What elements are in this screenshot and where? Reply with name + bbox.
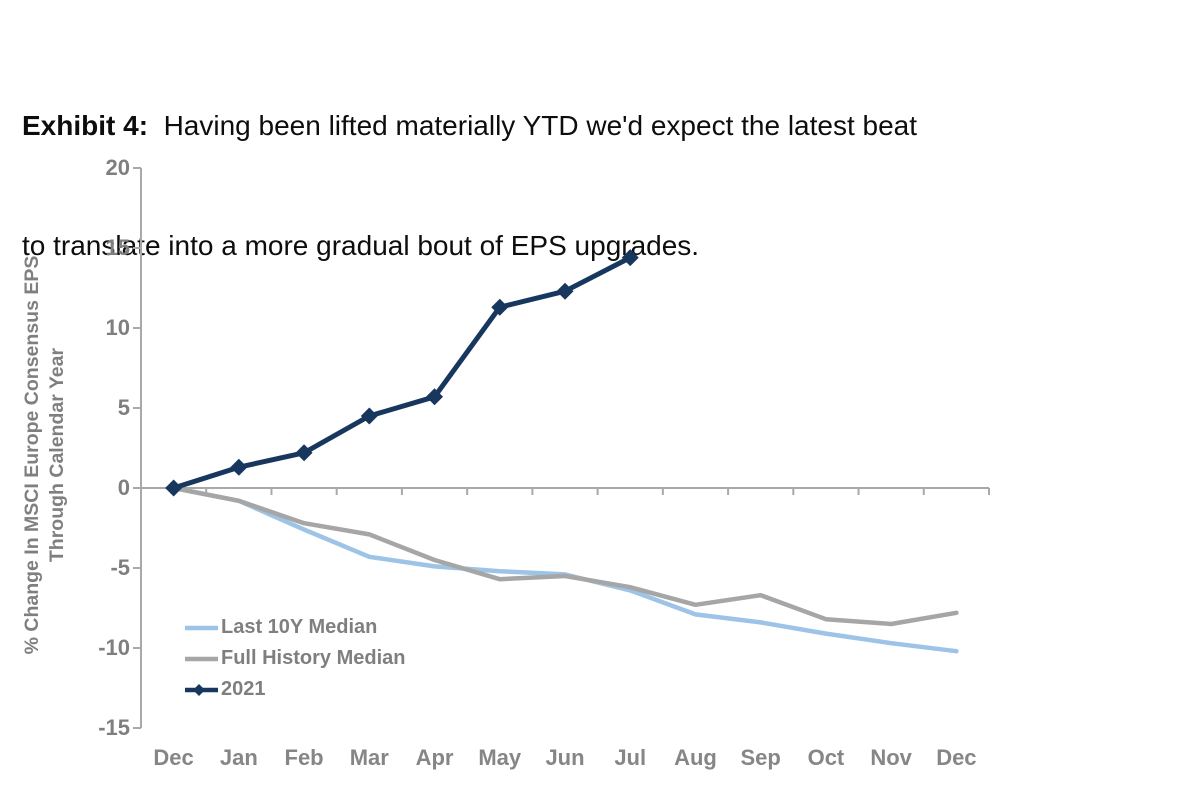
legend-label: 2021 [221,678,266,700]
exhibit-title: Exhibit 4: Having been lifted materially… [22,26,1187,346]
diamond-marker [230,458,248,476]
x-tick-label: Sep [740,745,781,770]
x-tick-label: Jun [545,745,585,770]
legend-item-2021: 2021 [185,674,405,705]
y-tick-label: -5 [110,555,130,580]
y-tick-label: 15 [105,235,130,260]
x-tick-label: Aug [674,745,717,770]
y-tick-label: 5 [117,395,130,420]
x-tick-label: Dec [153,745,194,770]
legend-item-full-history-median: Full History Median [185,643,405,674]
x-tick-label: Dec [936,745,977,770]
diamond-marker [165,479,183,497]
y-axis-title-line1: % Change In MSCI Europe Consensus EPS [21,255,43,655]
diamond-marker [295,444,313,462]
legend-swatch [185,621,218,635]
legend-swatch [185,683,218,697]
exhibit-label: Exhibit 4: [22,110,149,141]
exhibit-title-text1: Having been lifted materially YTD we'd e… [148,110,918,141]
x-tick-label: Jan [219,745,258,770]
diamond-marker [426,388,444,406]
y-tick-label: -15 [98,715,130,740]
diamond-marker [491,298,509,316]
x-tick-label: Jul [614,745,647,770]
y-tick-label: -10 [98,635,130,660]
chart-canvas [133,167,990,729]
x-tick-label: Nov [870,745,912,770]
legend-item-last-10y-median: Last 10Y Median [185,612,405,643]
y-tick-label: 10 [105,315,130,340]
diamond-marker [621,249,639,267]
eps-upgrades-chart: % Change In MSCI Europe Consensus EPS Th… [0,130,1197,793]
x-tick-label: Feb [284,745,324,770]
x-tick-label: May [478,745,522,770]
series-line-2021 [171,255,633,491]
exhibit-title-line1: Exhibit 4: Having been lifted materially… [22,106,1187,146]
legend: Last 10Y Median Full History Median 2021 [185,612,405,705]
y-tick-label: 0 [117,475,130,500]
legend-label: Full History Median [221,647,406,669]
diamond-marker [556,282,574,300]
x-tick-label: Oct [807,745,845,770]
legend-swatch [185,652,218,666]
diamond-marker [360,407,378,425]
x-tick-label: Mar [349,745,389,770]
legend-label: Last 10Y Median [221,616,378,638]
y-tick-label: 20 [105,155,130,180]
series-line-full-history-median [171,485,959,627]
x-tick-label: Apr [415,745,454,770]
exhibit-title-line2: to translate into a more gradual bout of… [22,230,700,261]
